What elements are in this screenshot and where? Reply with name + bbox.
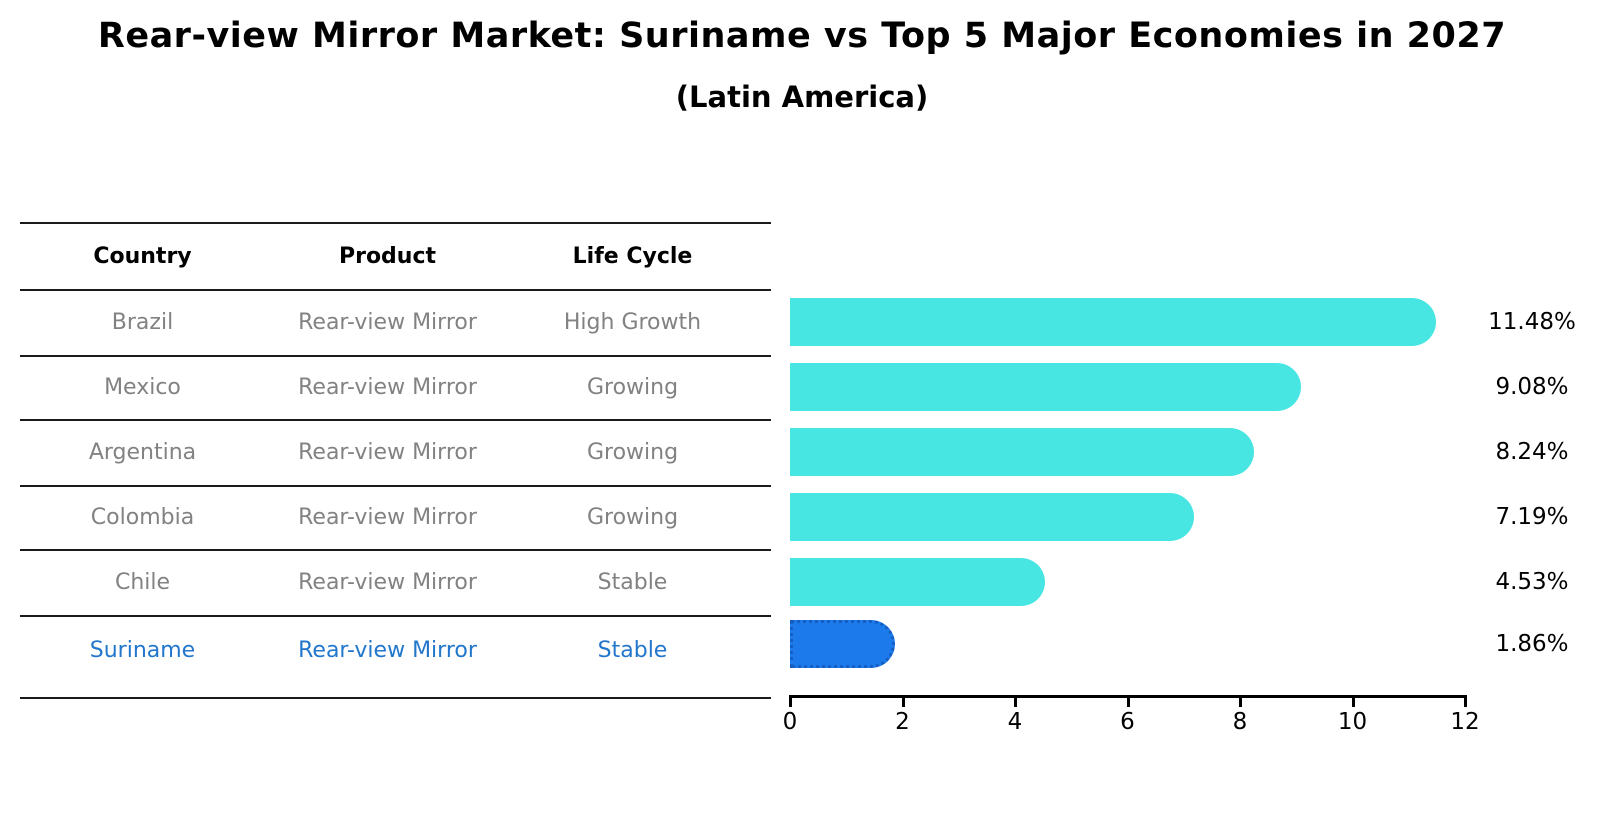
tick-mark [1464,698,1467,707]
column-header-product: Product [338,244,437,269]
product-cell: Rear-view Mirror [298,309,477,335]
tick-label: 0 [782,709,798,735]
life-cycle-cell: Stable [597,637,668,663]
country-cell: Brazil [111,309,174,335]
bar-mexico [790,363,1301,411]
table-header-row: Country Product Life Cycle [20,224,755,289]
table-row-chile: Chile Rear-view Mirror Stable [20,549,755,615]
bar-colombia [790,493,1195,541]
column-header-country: Country [93,244,192,269]
table-border-top [20,222,771,224]
table-row-divider [20,615,771,617]
product-cell: Rear-view Mirror [298,374,477,400]
value-label-suriname: 1.86% [1495,631,1569,657]
bar-suriname-highlighted [790,620,895,668]
bar-chart-plot-area: 0 2 4 6 8 10 12 [783,0,1480,823]
column-header-life-cycle: Life Cycle [572,244,693,269]
bar-argentina [790,428,1254,476]
table-row-argentina: Argentina Rear-view Mirror Growing [20,419,755,485]
table-row-divider [20,419,771,421]
product-cell: Rear-view Mirror [298,569,477,595]
table-row-colombia: Colombia Rear-view Mirror Growing [20,485,755,549]
value-label-argentina: 8.24% [1495,439,1569,465]
tick-mark [1014,698,1017,707]
country-cell: Chile [114,569,171,595]
table-row-divider [20,485,771,487]
tick-label: 4 [1007,709,1023,735]
country-cell: Argentina [88,439,197,465]
table-border-bottom [20,697,771,699]
bar-chile [790,558,1045,606]
life-cycle-cell: Growing [586,374,679,400]
life-cycle-cell: Growing [586,504,679,530]
tick-mark [1351,698,1355,707]
country-cell: Colombia [90,504,195,530]
tick-label: 6 [1120,709,1135,735]
value-label-chile: 4.53% [1495,569,1569,595]
tick-label: 8 [1232,709,1248,735]
bar-brazil [790,298,1436,346]
value-label-mexico: 9.08% [1495,374,1569,400]
tick-mark [1126,698,1130,707]
tick-label: 2 [895,709,910,735]
life-cycle-cell: Growing [586,439,679,465]
value-label-colombia: 7.19% [1495,504,1569,530]
table-row-divider [20,355,771,357]
tick-label: 10 [1337,709,1368,735]
tick-mark [789,698,792,707]
value-label-brazil: 11.48% [1488,309,1576,335]
table-row-mexico: Mexico Rear-view Mirror Growing [20,355,755,419]
life-cycle-cell: Stable [597,569,668,595]
product-cell: Rear-view Mirror [298,637,477,663]
table-border-header [20,289,771,291]
product-cell: Rear-view Mirror [298,439,477,465]
chart-subtitle: (Latin America) [675,80,929,114]
country-cell: Suriname [89,637,196,663]
x-axis-line [789,695,1467,698]
tick-label: 12 [1450,709,1480,735]
country-cell: Mexico [104,374,181,400]
tick-mark [1239,698,1242,707]
table-row-suriname: Suriname Rear-view Mirror Stable [20,615,755,685]
life-cycle-cell: High Growth [563,309,702,335]
table-row-divider [20,549,771,551]
product-cell: Rear-view Mirror [298,504,477,530]
chart-title: Rear-view Mirror Market: Suriname vs Top… [97,16,1507,56]
table-row-brazil: Brazil Rear-view Mirror High Growth [20,289,755,355]
tick-mark [901,698,905,707]
